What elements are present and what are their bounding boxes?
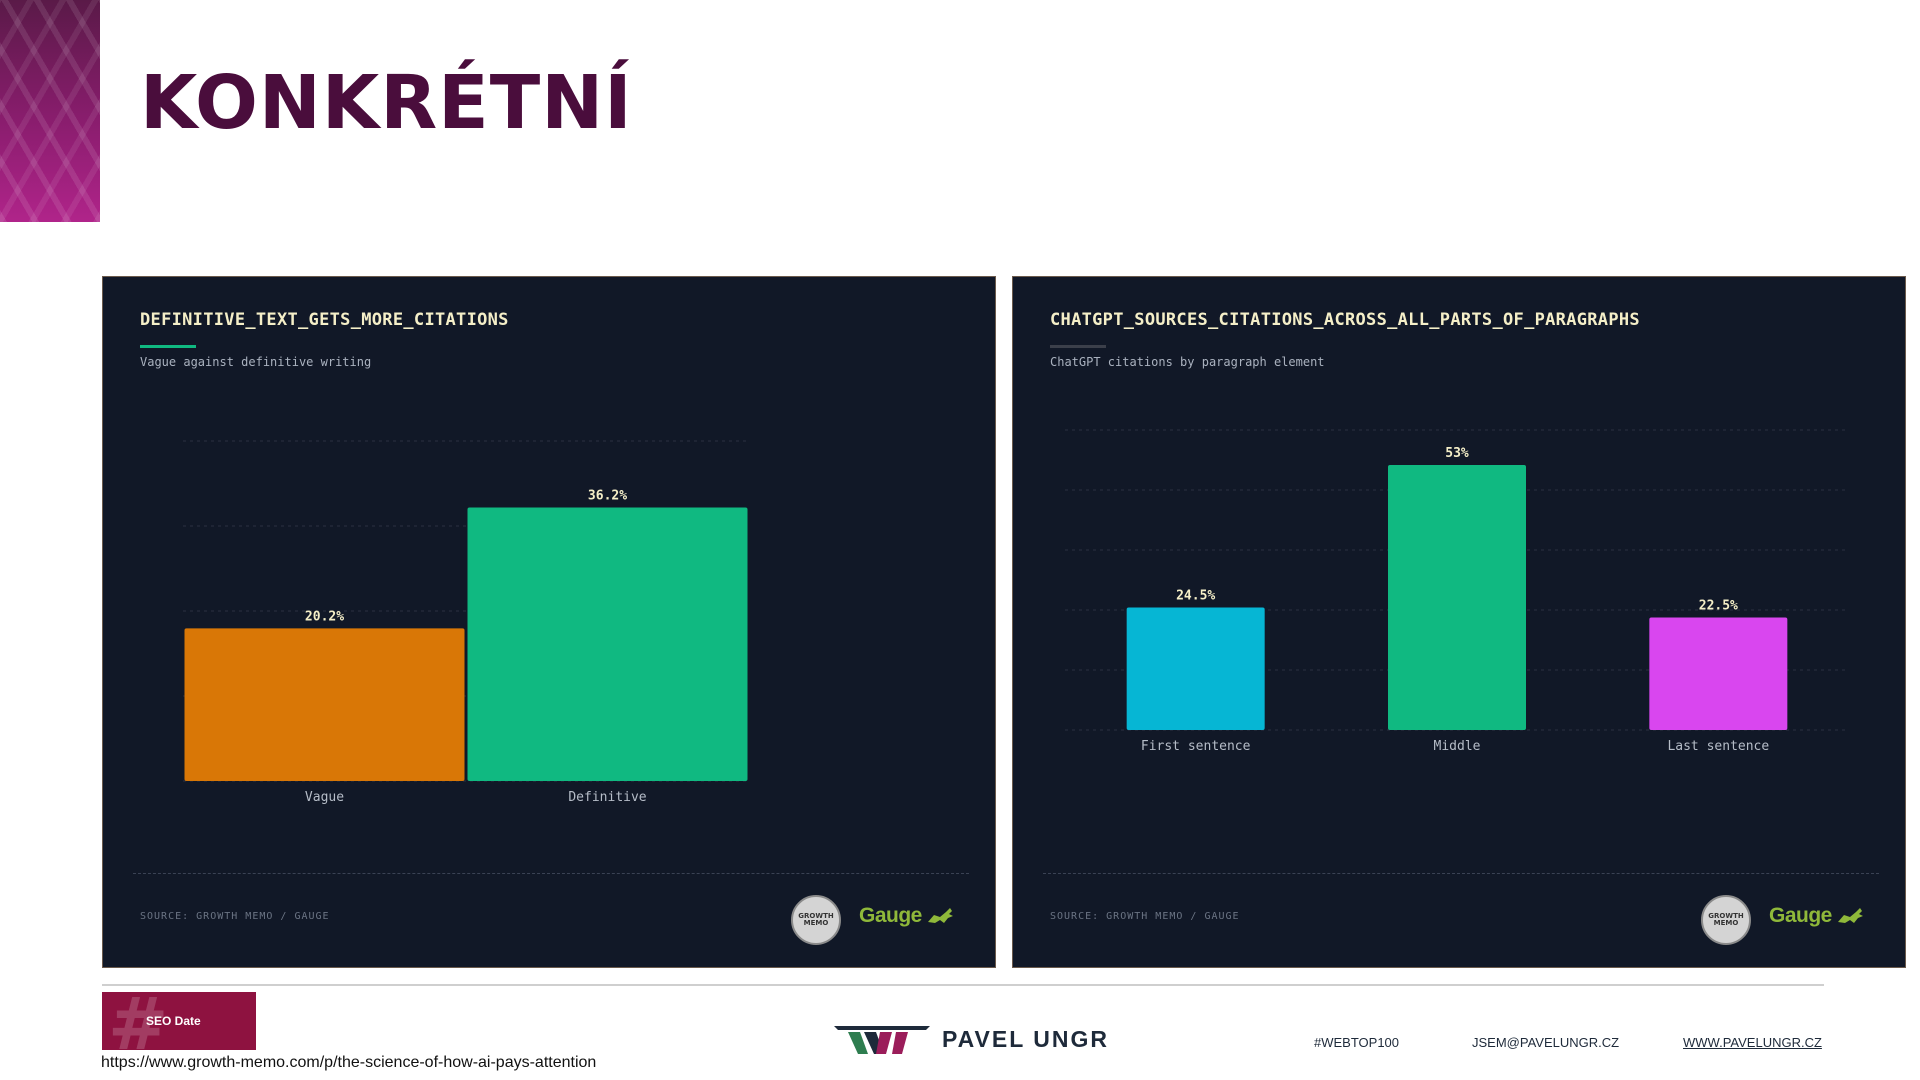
corner-pattern-decoration (0, 0, 100, 222)
footer-email[interactable]: JSEM@PAVELUNGR.CZ (1472, 1035, 1620, 1050)
category-tick-label: Last sentence (1667, 739, 1769, 754)
footer-hashtag: #WEBTOP100 (1314, 1035, 1400, 1050)
chart-subtitle: ChatGPT citations by paragraph element (1050, 355, 1325, 369)
bar (184, 628, 465, 781)
brand-name: PAVEL UNGR (942, 1025, 1109, 1052)
data-label: 36.2% (588, 488, 627, 503)
category-tick-label: Vague (305, 790, 344, 805)
brand-logo: PAVEL UNGR (834, 1022, 1109, 1056)
source-url[interactable]: https://www.growth-memo.com/p/the-scienc… (101, 1054, 597, 1071)
category-tick-label: First sentence (1141, 739, 1251, 754)
category-tick-label: Definitive (568, 790, 646, 805)
growth-memo-badge-icon: GROWTH MEMO (1701, 895, 1751, 945)
bar (1126, 607, 1265, 730)
hash-icon: # (108, 992, 169, 1050)
gauge-logo: Gauge (859, 904, 956, 928)
growth-memo-badge-label: GROWTH MEMO (798, 912, 834, 927)
bar (1649, 617, 1788, 730)
chart-source: SOURCE: GROWTH MEMO / GAUGE (140, 911, 330, 922)
bar (1388, 465, 1526, 730)
chart-panel-definitive: DEFINITIVE_TEXT_GETS_MORE_CITATIONS Vagu… (102, 276, 996, 968)
chart-subtitle: Vague against definitive writing (140, 355, 372, 369)
data-label: 22.5% (1699, 599, 1738, 614)
chart-title: DEFINITIVE_TEXT_GETS_MORE_CITATIONS (140, 310, 509, 330)
chart-panel-paragraph-parts: CHATGPT_SOURCES_CITATIONS_ACROSS_ALL_PAR… (1012, 276, 1906, 968)
chart-title: CHATGPT_SOURCES_CITATIONS_ACROSS_ALL_PAR… (1050, 310, 1640, 330)
bar-chart-definitive: 20.2% Vague 36.2% Definitive (183, 440, 749, 805)
seo-date-label: SEO Date (146, 1014, 201, 1028)
gauge-dog-icon (927, 908, 953, 923)
panel-divider (133, 873, 969, 874)
growth-memo-badge-icon: GROWTH MEMO (791, 895, 841, 945)
chart-source: SOURCE: GROWTH MEMO / GAUGE (1050, 911, 1240, 922)
slide-title: KONKRÉTNÍ (140, 60, 633, 146)
panel-divider (1043, 873, 1879, 874)
gauge-dog-icon (1837, 908, 1863, 923)
footer-rule (102, 984, 1824, 986)
footer-website-link[interactable]: WWW.PAVELUNGR.CZ (1683, 1035, 1822, 1050)
data-label: 53% (1445, 446, 1469, 461)
pavel-ungr-logo-icon (834, 1026, 930, 1054)
category-tick-label: Middle (1434, 739, 1481, 754)
bar (467, 507, 748, 781)
data-label: 24.5% (1176, 589, 1215, 604)
gauge-logo-text: Gauge (859, 904, 922, 927)
title-underline (1050, 345, 1106, 348)
gauge-logo: Gauge (1769, 904, 1866, 928)
data-label: 20.2% (305, 609, 344, 624)
growth-memo-badge-label: GROWTH MEMO (1708, 912, 1744, 927)
bar-chart-paragraph-parts: 24.5% First sentence 53% Middle 22.5% Last se… (1065, 429, 1849, 754)
seo-date-badge: # SEO Date (102, 992, 256, 1050)
title-underline (140, 345, 196, 348)
gauge-logo-text: Gauge (1769, 904, 1832, 927)
